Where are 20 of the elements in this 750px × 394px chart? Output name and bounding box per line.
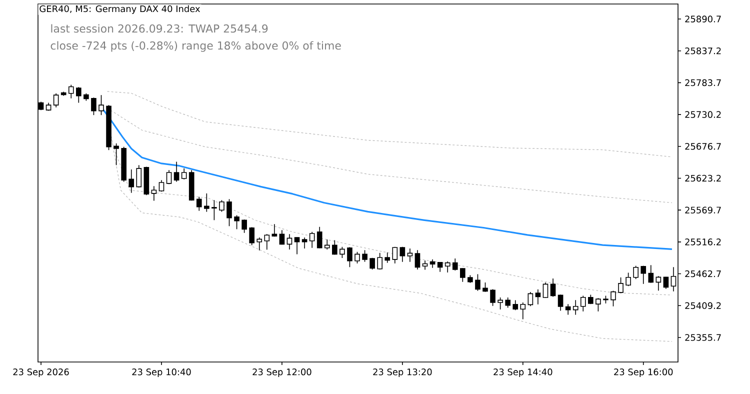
chart-title: GER40, M5: Germany DAX 40 Index — [40, 5, 200, 14]
y-tick-label: 25623.2 — [685, 174, 721, 182]
y-tick-label: 25569.7 — [685, 206, 721, 214]
y-tick-label: 25516.2 — [685, 238, 721, 246]
y-tick-label: 25355.7 — [685, 334, 721, 341]
x-tick-label: 23 Sep 16:00 — [614, 368, 673, 378]
y-tick-label: 25676.7 — [685, 143, 721, 150]
x-tick-label: 23 Sep 2026 — [13, 368, 69, 378]
x-tick-label: 23 Sep 10:40 — [132, 368, 191, 378]
y-tick-label: 25783.7 — [685, 79, 721, 86]
y-tick-label: 25462.7 — [685, 270, 721, 278]
x-tick-label: 23 Sep 12:00 — [252, 368, 312, 378]
y-tick-label: 25890.7 — [685, 16, 721, 22]
y-tick-label: 25730.2 — [685, 111, 721, 118]
annotation: close -724 pts (-0.28%) range 18% above 0% of time — [50, 41, 341, 52]
x-tick-label: 23 Sep 14:40 — [494, 368, 552, 378]
y-tick-label: 25837.2 — [685, 47, 721, 54]
annotation: last session 2026.09.23: TWAP 25454.9 — [51, 24, 268, 33]
x-tick-label: 23 Sep 13:20 — [373, 368, 432, 378]
y-tick-label: 25409.2 — [685, 302, 721, 310]
